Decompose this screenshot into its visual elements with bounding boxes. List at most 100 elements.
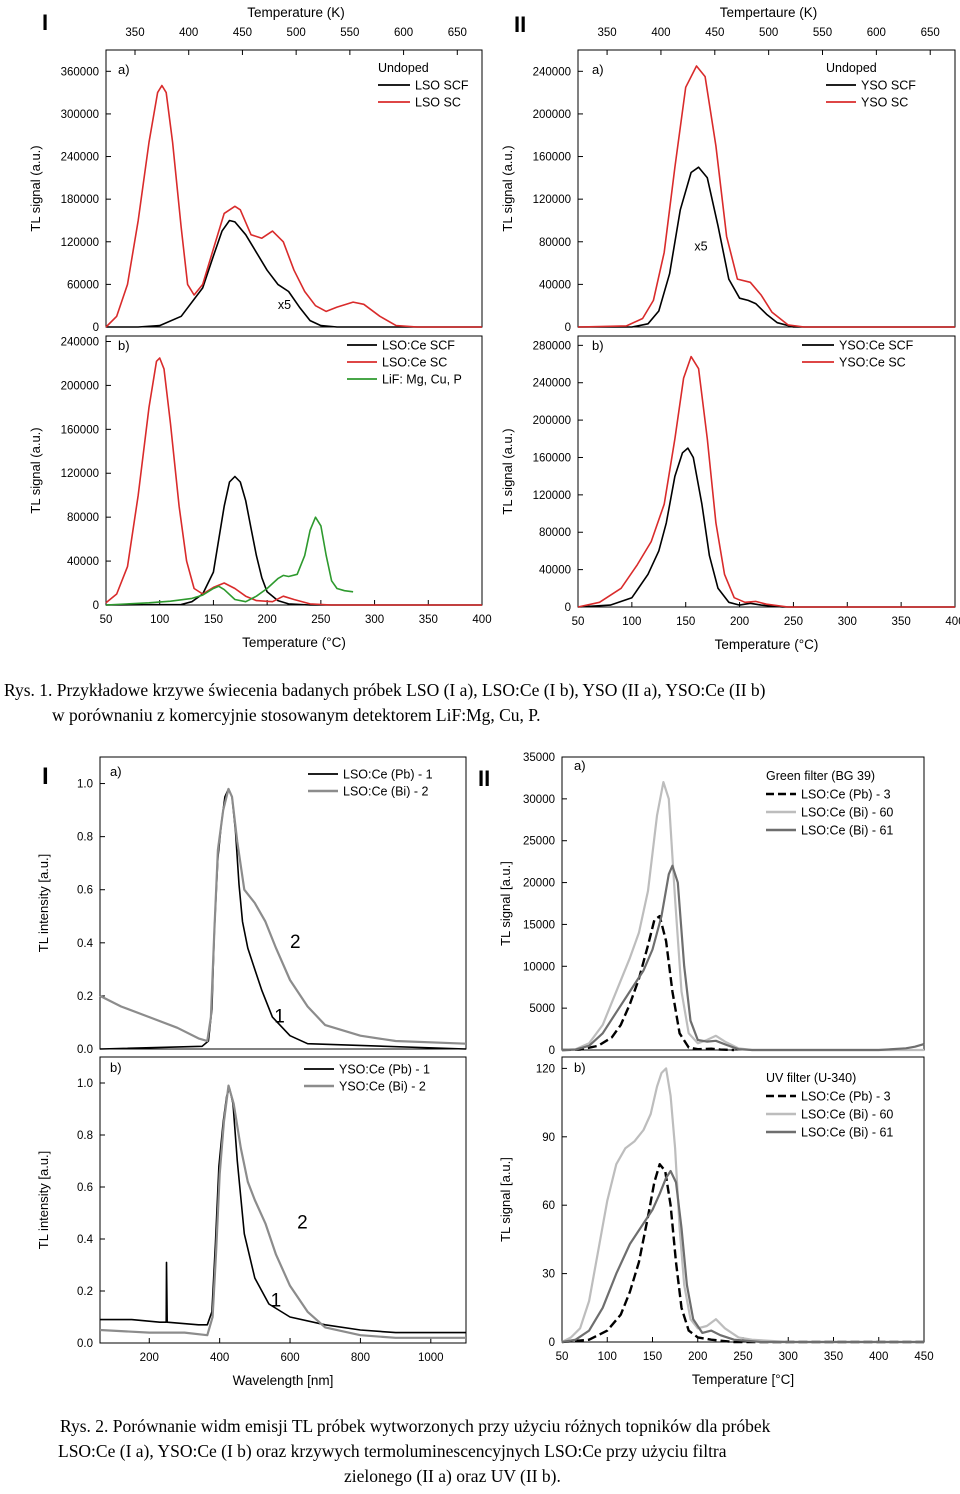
y-tick-label: 200000	[61, 380, 99, 392]
plot-frame	[99, 1056, 467, 1344]
panel-tag: b)	[110, 1060, 122, 1075]
legend-label: LSO:Ce (Bi) - 61	[801, 1126, 893, 1140]
series-line-lso-ce-bi-61	[561, 1169, 924, 1344]
x-tick-label: 1000	[418, 1352, 444, 1364]
legend-label: LSO:Ce SC	[382, 356, 447, 370]
top-tick-label: 350	[597, 27, 616, 39]
legend-label: YSO SCF	[861, 79, 916, 93]
series-line-yso-ce-scf	[577, 447, 955, 608]
y-axis-label: TL signal (a.u.)	[28, 145, 43, 231]
legend-title: Undoped	[378, 61, 429, 75]
x-tick-label: 150	[643, 1351, 662, 1363]
y-tick-label: 0.0	[77, 1338, 93, 1350]
y-tick-label: 120000	[533, 194, 571, 206]
curve-number-label: 1	[271, 1291, 282, 1312]
series-line-lso-scf	[106, 219, 482, 328]
x-tick-label: 300	[838, 616, 857, 628]
legend-title: Undoped	[826, 61, 877, 75]
y-tick-label: 180000	[61, 194, 99, 206]
panel-tag: a)	[110, 764, 122, 779]
x-tick-label: 450	[914, 1351, 933, 1363]
chart-f1IIb: 0 40000 80000 120000 160000 200000 240000 28000…	[500, 335, 960, 652]
x-tick-label: 800	[351, 1352, 370, 1364]
top-tick-label: 650	[921, 27, 940, 39]
panel-tag: b)	[118, 338, 130, 353]
y-tick-label: 15000	[523, 919, 555, 931]
plot-frame	[99, 756, 467, 1050]
x-axis-label: Temperature (°C)	[715, 637, 819, 652]
y-tick-label: 1.0	[77, 779, 93, 791]
figure2-caption-line2: LSO:Ce (I a), YSO:Ce (I b) oraz krzywych…	[58, 1441, 727, 1461]
top-tick-label: 550	[813, 27, 832, 39]
y-axis-label: TL signal [a.u.]	[498, 1157, 513, 1242]
figure1-panel-II-label: II	[514, 12, 526, 37]
figure2-caption-line3: zielonego (II a) oraz UV (II b).	[344, 1466, 561, 1486]
legend-label: YSO:Ce (Bi) - 2	[339, 1080, 426, 1094]
x-tick-label: 400	[210, 1352, 229, 1364]
panel-tag: a)	[118, 62, 130, 77]
series-line-lso-ce-bi-60	[561, 1067, 924, 1344]
plot-frame	[577, 335, 956, 608]
chart-f2IIa: 0 5000 10000 15000 20000 25000 30000 35000 TL si…	[498, 752, 925, 1057]
y-tick-label: 0.0	[77, 1044, 93, 1056]
series-line-lso-ce-bi-60	[561, 780, 924, 1052]
legend-label: LSO:Ce (Bi) - 60	[801, 806, 893, 820]
series-line-yso-scf	[578, 166, 955, 328]
x-tick-label: 200	[688, 1351, 707, 1363]
y-axis-label: TL signal (a.u.)	[28, 427, 43, 513]
y-tick-label: 160000	[533, 152, 571, 164]
legend-label: LSO:Ce (Pb) - 3	[801, 788, 891, 802]
x-tick-label: 350	[892, 616, 911, 628]
y-tick-label: 60	[542, 1200, 555, 1212]
y-tick-label: 120000	[533, 490, 571, 502]
y-tick-label: 200000	[533, 109, 571, 121]
plot-frame	[577, 49, 956, 328]
legend-title: UV filter (U-340)	[766, 1071, 856, 1085]
x-axis-label: Temperature (°C)	[242, 635, 346, 650]
y-tick-label: 240000	[533, 378, 571, 390]
x-tick-label: 50	[572, 616, 585, 628]
legend-label: LSO SCF	[415, 79, 469, 93]
y-tick-label: 0.8	[77, 1130, 93, 1142]
series-line-yso-ce-bi-2	[99, 1084, 466, 1339]
series-line-lso-ce-pb-3	[561, 914, 735, 1052]
y-tick-label: 200000	[533, 415, 571, 427]
y-tick-label: 0	[565, 602, 571, 614]
y-tick-label: 0	[549, 1337, 555, 1349]
x-tick-label: 200	[140, 1352, 159, 1364]
legend-label: LiF: Mg, Cu, P	[382, 373, 462, 387]
chart-f2Ib: 0.0 0.2 0.4 0.6 0.8 1.0 TL intensity [a.u.] 200…	[36, 1056, 467, 1388]
x-tick-label: 150	[204, 614, 223, 626]
legend-label: YSO:Ce SCF	[839, 339, 914, 353]
top-axis-label: Temperature (K)	[247, 5, 345, 20]
x-tick-label: 250	[311, 614, 330, 626]
x-tick-label: 100	[598, 1351, 617, 1363]
y-tick-label: 0	[93, 322, 99, 334]
y-tick-label: 240000	[61, 152, 99, 164]
x-tick-label: 400	[472, 614, 491, 626]
series-line-lso-ce-sc	[105, 357, 482, 606]
x-tick-label: 350	[824, 1351, 843, 1363]
y-tick-label: 0	[93, 600, 99, 612]
series-line-lso-ce-pb-3	[561, 1162, 924, 1344]
annotation-x5: x5	[278, 298, 291, 312]
chart-f2Ia: 0.0 0.2 0.4 0.6 0.8 1.0 TL intensity [a.u.] a) L…	[36, 756, 467, 1056]
y-tick-label: 360000	[61, 66, 99, 78]
y-axis-label: TL signal [a.u.]	[498, 861, 513, 946]
y-tick-label: 25000	[523, 836, 555, 848]
y-tick-label: 120000	[61, 468, 99, 480]
y-tick-label: 5000	[529, 1003, 555, 1015]
x-tick-label: 100	[150, 614, 169, 626]
y-tick-label: 20000	[523, 878, 555, 890]
series-line-yso-ce-pb-1	[100, 1087, 466, 1334]
figure1-caption-line1: Rys. 1. Przykładowe krzywe świecenia bad…	[4, 680, 766, 700]
y-tick-label: 40000	[67, 556, 99, 568]
top-tick-label: 600	[394, 27, 413, 39]
series-line-lso-ce-bi-2	[99, 787, 467, 1045]
y-tick-label: 120000	[61, 237, 99, 249]
chart-f1IIa: 0 40000 80000 120000 160000 200000 240000 TL si…	[500, 5, 956, 334]
plot-frame	[105, 49, 483, 328]
figure2-panel-I-label: I	[42, 763, 49, 790]
x-tick-label: 150	[676, 616, 695, 628]
y-tick-label: 1.0	[77, 1078, 93, 1090]
